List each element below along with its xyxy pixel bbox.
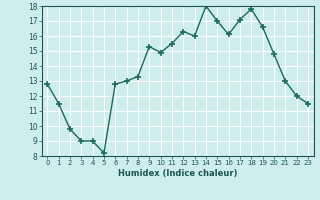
X-axis label: Humidex (Indice chaleur): Humidex (Indice chaleur) <box>118 169 237 178</box>
